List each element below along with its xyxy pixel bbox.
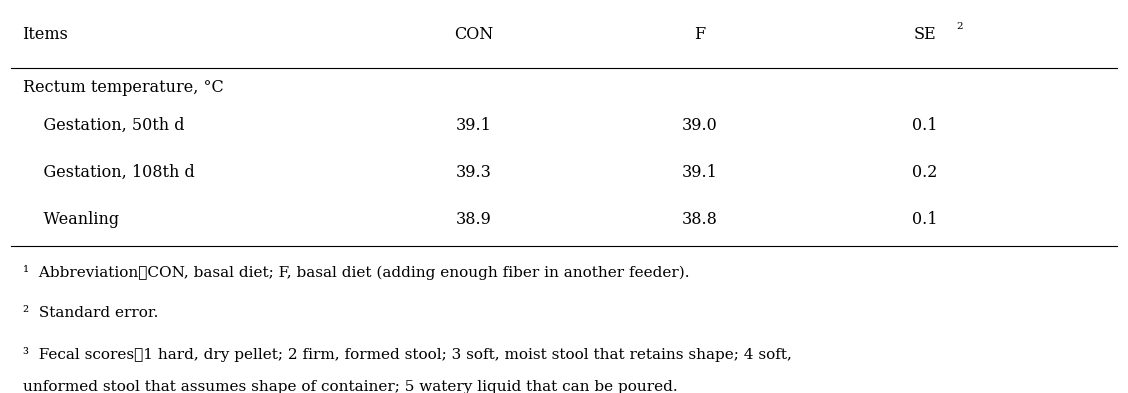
Text: 0.2: 0.2	[913, 163, 937, 181]
Text: ¹  Abbreviation：CON, basal diet; F, basal diet (adding enough fiber in another f: ¹ Abbreviation：CON, basal diet; F, basal…	[23, 265, 689, 280]
Text: 0.1: 0.1	[913, 211, 937, 228]
Text: 2: 2	[957, 22, 963, 31]
Text: 0.1: 0.1	[913, 117, 937, 134]
Text: Gestation, 50th d: Gestation, 50th d	[23, 117, 184, 134]
Text: ²  Standard error.: ² Standard error.	[23, 306, 158, 320]
Text: SE: SE	[914, 26, 936, 43]
Text: unformed stool that assumes shape of container; 5 watery liquid that can be pour: unformed stool that assumes shape of con…	[23, 380, 677, 393]
Text: 39.3: 39.3	[456, 163, 492, 181]
Text: Items: Items	[23, 26, 69, 43]
Text: 39.1: 39.1	[681, 163, 717, 181]
Text: Rectum temperature, °C: Rectum temperature, °C	[23, 79, 223, 96]
Text: 38.8: 38.8	[681, 211, 717, 228]
Text: 39.1: 39.1	[456, 117, 492, 134]
Text: Gestation, 108th d: Gestation, 108th d	[23, 163, 194, 181]
Text: 38.9: 38.9	[456, 211, 492, 228]
Text: 39.0: 39.0	[681, 117, 717, 134]
Text: Weanling: Weanling	[23, 211, 118, 228]
Text: F: F	[694, 26, 705, 43]
Text: ³  Fecal scores：1 hard, dry pellet; 2 firm, formed stool; 3 soft, moist stool th: ³ Fecal scores：1 hard, dry pellet; 2 fir…	[23, 347, 792, 362]
Text: CON: CON	[455, 26, 493, 43]
